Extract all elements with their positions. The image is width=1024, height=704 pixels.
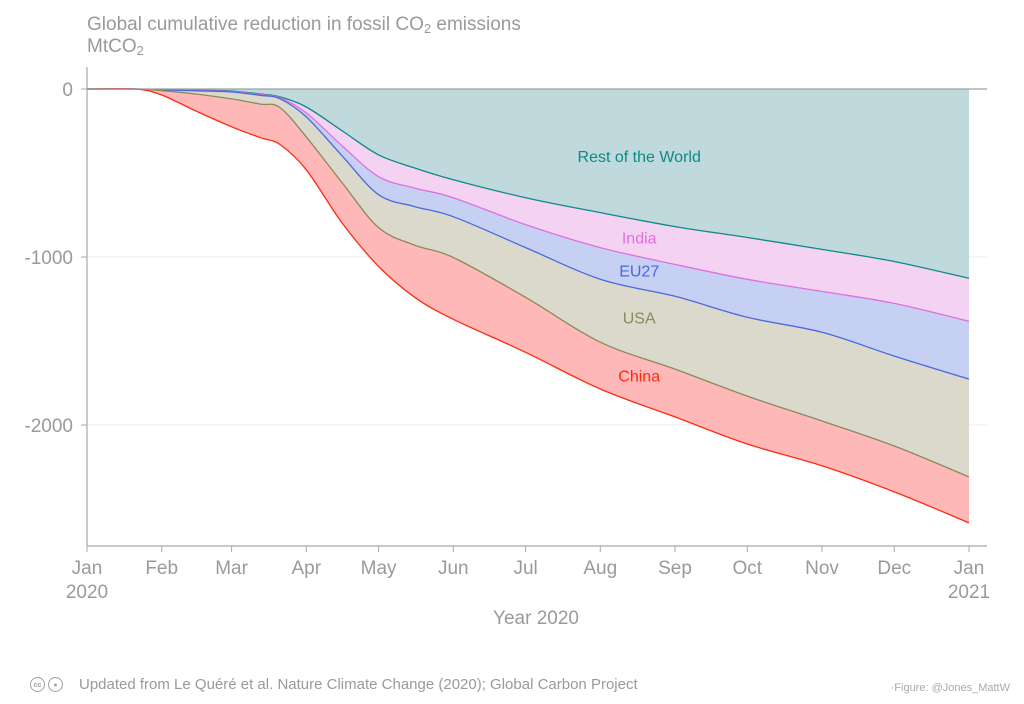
x-tick-label: Mar (215, 558, 248, 579)
line-china (86, 87, 970, 524)
chart-unit-label: MtCO2 (87, 36, 144, 58)
y-tick-label: -2000 (24, 416, 73, 437)
x-tick-label: May (361, 558, 397, 579)
x-tick-label: Oct (733, 558, 763, 579)
label-usa: USA (623, 310, 656, 327)
area-india (87, 88, 969, 322)
x-tick-label: Jan (954, 558, 985, 579)
x-tick-label: Nov (805, 558, 839, 579)
x-tick-label: Apr (292, 558, 322, 579)
footer-source: cc ● Updated from Le Quéré et al. Nature… (30, 676, 638, 693)
x-tick-label: Jun (438, 558, 469, 579)
chart-title: Global cumulative reduction in fossil CO… (87, 14, 521, 58)
label-india: India (622, 231, 657, 248)
cc-icon: cc (30, 677, 45, 692)
x-tick-label: Jan (72, 558, 103, 579)
chart-title-line: Global cumulative reduction in fossil CO… (87, 14, 521, 36)
y-tick-label: -1000 (24, 248, 73, 269)
x-tick-label: Dec (877, 558, 911, 579)
x-axis-title: Year 2020 (493, 608, 579, 629)
source-text: Updated from Le Quéré et al. Nature Clim… (79, 676, 638, 693)
label-eu27: EU27 (619, 263, 659, 280)
line-eu27 (86, 88, 970, 380)
area-layers (87, 88, 969, 523)
label-rest-of-the-world: Rest of the World (578, 149, 701, 166)
figure-credit: ·Figure: @Jones_MattW (890, 682, 1010, 694)
by-attribution-icon: ● (48, 677, 63, 692)
axes: 0 -1000 -2000 Jan 2020 Feb Mar Apr May Jun Jul Aug S… (24, 67, 990, 603)
area-usa (87, 88, 969, 477)
series-labels: Rest of the World India EU27 USA China (578, 149, 701, 385)
x-tick-label: 2021 (948, 582, 990, 603)
y-tick-label: 0 (62, 80, 73, 101)
x-tick-label: Sep (658, 558, 692, 579)
license-icons: cc ● (30, 677, 63, 692)
x-tick-label: Jul (513, 558, 537, 579)
area-china (87, 88, 969, 523)
x-tick-label: Aug (583, 558, 617, 579)
x-tick-label: 2020 (66, 582, 108, 603)
x-tick-label: Feb (145, 558, 178, 579)
area-eu27 (87, 88, 969, 380)
label-china: China (618, 368, 660, 385)
line-usa (86, 88, 970, 478)
area-rest-of-the-world (87, 88, 969, 279)
series-lines (86, 87, 970, 524)
